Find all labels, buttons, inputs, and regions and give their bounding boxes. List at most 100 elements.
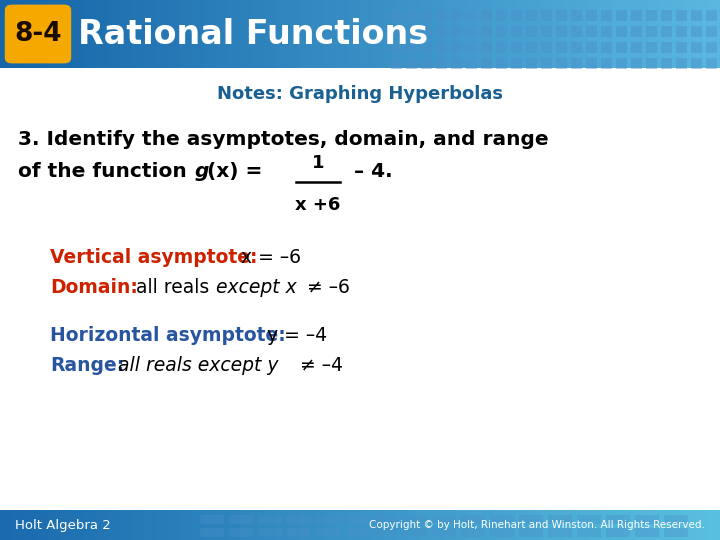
Polygon shape <box>408 0 420 68</box>
Polygon shape <box>528 0 540 68</box>
FancyBboxPatch shape <box>691 10 702 21</box>
Polygon shape <box>300 510 312 540</box>
Polygon shape <box>552 0 564 68</box>
FancyBboxPatch shape <box>406 42 417 53</box>
Polygon shape <box>12 0 24 68</box>
FancyBboxPatch shape <box>601 58 612 69</box>
FancyBboxPatch shape <box>436 10 447 21</box>
Polygon shape <box>264 0 276 68</box>
FancyBboxPatch shape <box>496 26 507 37</box>
FancyBboxPatch shape <box>258 515 282 524</box>
FancyBboxPatch shape <box>616 26 627 37</box>
FancyBboxPatch shape <box>466 42 477 53</box>
FancyBboxPatch shape <box>601 42 612 53</box>
Polygon shape <box>636 0 648 68</box>
FancyBboxPatch shape <box>631 26 642 37</box>
FancyBboxPatch shape <box>676 58 687 69</box>
Polygon shape <box>108 0 120 68</box>
Polygon shape <box>444 0 456 68</box>
FancyBboxPatch shape <box>481 58 492 69</box>
FancyBboxPatch shape <box>511 58 522 69</box>
FancyBboxPatch shape <box>606 528 630 537</box>
FancyBboxPatch shape <box>436 42 447 53</box>
Polygon shape <box>708 510 720 540</box>
FancyBboxPatch shape <box>511 26 522 37</box>
Polygon shape <box>192 510 204 540</box>
Text: Vertical asymptote:: Vertical asymptote: <box>50 248 258 267</box>
FancyBboxPatch shape <box>466 58 477 69</box>
Polygon shape <box>660 510 672 540</box>
Text: y = –4: y = –4 <box>261 326 327 345</box>
Polygon shape <box>624 510 636 540</box>
FancyBboxPatch shape <box>556 58 567 69</box>
FancyBboxPatch shape <box>541 42 552 53</box>
Polygon shape <box>216 510 228 540</box>
FancyBboxPatch shape <box>432 528 456 537</box>
FancyBboxPatch shape <box>661 26 672 37</box>
FancyBboxPatch shape <box>664 528 688 537</box>
Polygon shape <box>432 510 444 540</box>
Polygon shape <box>60 510 72 540</box>
Polygon shape <box>48 510 60 540</box>
Polygon shape <box>588 0 600 68</box>
Polygon shape <box>564 510 576 540</box>
Polygon shape <box>336 510 348 540</box>
FancyBboxPatch shape <box>481 42 492 53</box>
FancyBboxPatch shape <box>481 26 492 37</box>
Polygon shape <box>96 510 108 540</box>
Polygon shape <box>396 510 408 540</box>
Polygon shape <box>240 510 252 540</box>
Polygon shape <box>564 0 576 68</box>
Polygon shape <box>36 0 48 68</box>
Polygon shape <box>324 510 336 540</box>
Polygon shape <box>372 510 384 540</box>
Polygon shape <box>504 0 516 68</box>
Text: Notes: Graphing Hyperbolas: Notes: Graphing Hyperbolas <box>217 85 503 103</box>
FancyBboxPatch shape <box>451 26 462 37</box>
Polygon shape <box>168 510 180 540</box>
FancyBboxPatch shape <box>345 528 369 537</box>
Polygon shape <box>12 510 24 540</box>
Polygon shape <box>72 510 84 540</box>
Polygon shape <box>216 0 228 68</box>
Polygon shape <box>276 0 288 68</box>
FancyBboxPatch shape <box>646 42 657 53</box>
FancyBboxPatch shape <box>635 515 659 524</box>
Polygon shape <box>84 510 96 540</box>
Polygon shape <box>576 0 588 68</box>
Polygon shape <box>468 0 480 68</box>
Polygon shape <box>144 510 156 540</box>
FancyBboxPatch shape <box>391 42 402 53</box>
Text: – 4.: – 4. <box>354 162 392 181</box>
FancyBboxPatch shape <box>406 26 417 37</box>
FancyBboxPatch shape <box>436 26 447 37</box>
Polygon shape <box>600 510 612 540</box>
FancyBboxPatch shape <box>374 528 398 537</box>
FancyBboxPatch shape <box>601 26 612 37</box>
Text: Horizontal asymptote:: Horizontal asymptote: <box>50 326 286 345</box>
FancyBboxPatch shape <box>451 10 462 21</box>
FancyBboxPatch shape <box>661 10 672 21</box>
FancyBboxPatch shape <box>548 515 572 524</box>
FancyBboxPatch shape <box>511 42 522 53</box>
Polygon shape <box>228 0 240 68</box>
Polygon shape <box>36 510 48 540</box>
Polygon shape <box>660 0 672 68</box>
FancyBboxPatch shape <box>631 42 642 53</box>
FancyBboxPatch shape <box>706 58 717 69</box>
Polygon shape <box>492 0 504 68</box>
FancyBboxPatch shape <box>287 528 311 537</box>
FancyBboxPatch shape <box>200 515 224 524</box>
FancyBboxPatch shape <box>5 5 71 63</box>
FancyBboxPatch shape <box>646 58 657 69</box>
Polygon shape <box>360 510 372 540</box>
Polygon shape <box>468 510 480 540</box>
Polygon shape <box>408 510 420 540</box>
FancyBboxPatch shape <box>466 26 477 37</box>
FancyBboxPatch shape <box>571 58 582 69</box>
FancyBboxPatch shape <box>391 58 402 69</box>
Polygon shape <box>444 510 456 540</box>
FancyBboxPatch shape <box>646 10 657 21</box>
FancyBboxPatch shape <box>676 26 687 37</box>
Polygon shape <box>348 0 360 68</box>
